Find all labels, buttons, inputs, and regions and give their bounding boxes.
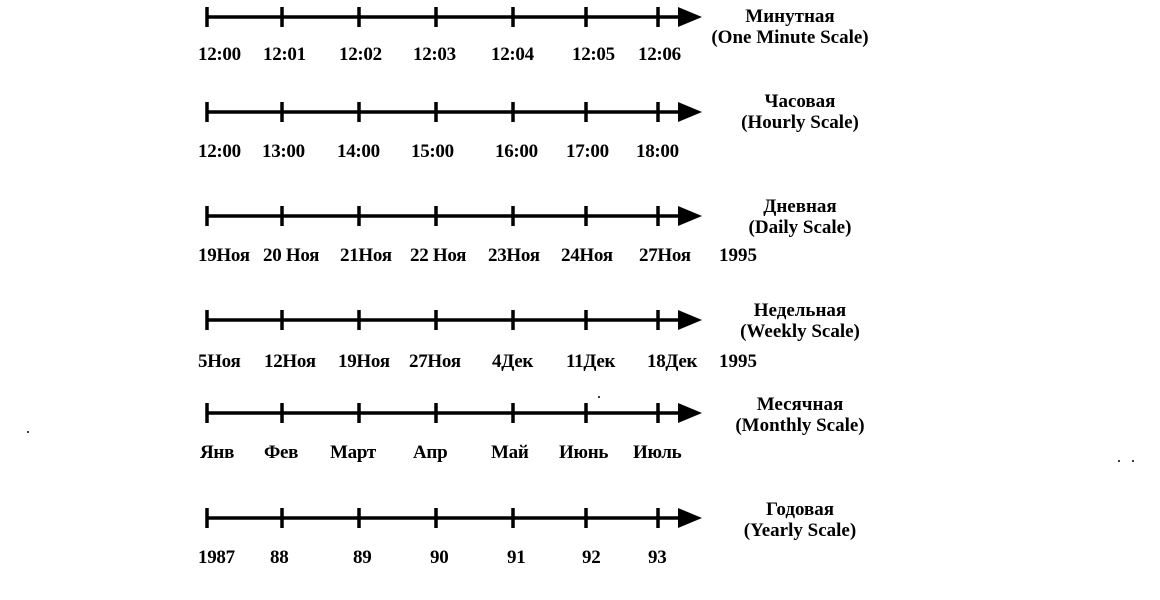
scale-title-english: (Monthly Scale) [735, 415, 865, 436]
tick-label: Фев [264, 442, 299, 463]
tick-label: Июль [633, 442, 682, 463]
tick-label: 23Ноя [488, 245, 540, 266]
scale-title: Минутная (One Minute Scale) [690, 6, 890, 48]
time-scale-row: 12:00 13:00 14:00 15:00 16:00 17:00 18:00 Часов… [0, 0, 1160, 161]
scan-speck [27, 431, 29, 433]
tick-label: 4Дек [492, 351, 533, 372]
time-scale-row: 12:00 12:01 12:02 12:03 12:04 12:05 12:06 Минут… [0, 0, 1160, 90]
scale-title: Месячная (Monthly Scale) [700, 394, 900, 436]
arrowhead-icon [678, 508, 702, 528]
tick-label: 90 [430, 547, 449, 568]
tick-label: 92 [582, 547, 601, 568]
tick-label: 19Ноя [338, 351, 390, 372]
scale-title: Недельная (Weekly Scale) [700, 300, 900, 342]
tick-label: 12Ноя [264, 351, 316, 372]
tick-label: 12:02 [339, 44, 382, 65]
tick-label: 17:00 [566, 141, 609, 162]
tick-label: 93 [648, 547, 667, 568]
scale-title-english: (Yearly Scale) [743, 520, 857, 541]
scale-title-english: (Hourly Scale) [741, 112, 859, 133]
tick-label: 12:00 [198, 44, 241, 65]
arrowhead-icon [678, 102, 702, 122]
time-scale-row: 1987 88 89 90 91 92 93 Годовая (Yearly Scale) [0, 0, 1160, 567]
scale-title-russian: Дневная [763, 196, 837, 217]
tick-label: Март [330, 442, 376, 463]
tick-label: 1987 [198, 547, 235, 568]
tick-label: 88 [270, 547, 289, 568]
tick-label: 27Ноя [639, 245, 691, 266]
scale-title-russian: Недельная [753, 300, 847, 321]
arrowhead-icon [678, 7, 702, 27]
scale-title-russian: Месячная [756, 394, 844, 415]
scale-title-english: (Daily Scale) [748, 217, 852, 238]
tick-label: 11Дек [566, 351, 616, 372]
scale-title-english: (One Minute Scale) [711, 27, 869, 48]
tick-label: 91 [507, 547, 526, 568]
year-label: 1995 [719, 351, 757, 372]
time-scale-row: 5Ноя 12Ноя 19Ноя 27Ноя 4Дек 11Дек 18Дек 1995 Нед… [0, 0, 1160, 371]
tick-label: 19Ноя [198, 245, 250, 266]
tick-label: 20 Ноя [263, 245, 320, 266]
scan-speck [1132, 460, 1134, 462]
year-label: 1995 [719, 245, 757, 266]
scan-speck [1118, 460, 1120, 462]
tick-label: Апр [413, 442, 448, 463]
tick-label: Июнь [559, 442, 609, 463]
tick-label: 12:05 [572, 44, 615, 65]
tick-label: 89 [353, 547, 372, 568]
tick-label: 5Ноя [198, 351, 241, 372]
tick-label: 22 Ноя [410, 245, 467, 266]
tick-label: 16:00 [495, 141, 538, 162]
tick-label: 15:00 [411, 141, 454, 162]
scale-title-english: (Weekly Scale) [740, 321, 860, 342]
scale-title-russian: Годовая [765, 499, 835, 520]
scale-title-russian: Минутная [745, 6, 835, 27]
time-scale-row: Янв Фев Март Апр Май Июнь Июль Месячная (Monthly… [0, 0, 1160, 462]
tick-label: 18:00 [636, 141, 679, 162]
tick-label: 18Дек [647, 351, 698, 372]
tick-label: 12:06 [638, 44, 681, 65]
tick-label: 13:00 [262, 141, 305, 162]
arrowhead-icon [678, 403, 702, 423]
tick-label: Янв [200, 442, 235, 463]
tick-label: 21Ноя [340, 245, 392, 266]
tick-label: 24Ноя [561, 245, 613, 266]
scale-title-russian: Часовая [764, 91, 836, 112]
tick-label: 14:00 [337, 141, 380, 162]
arrowhead-icon [678, 310, 702, 330]
scan-speck [598, 396, 600, 398]
scale-title: Дневная (Daily Scale) [700, 196, 900, 238]
tick-label: Май [491, 442, 529, 463]
arrowhead-icon [678, 206, 702, 226]
tick-label: 12:03 [413, 44, 456, 65]
time-scale-row: 19Ноя 20 Ноя 21Ноя 22 Ноя 23Ноя 24Ноя 27Ноя 199… [0, 0, 1160, 265]
scale-title: Годовая (Yearly Scale) [700, 499, 900, 541]
tick-label: 12:00 [198, 141, 241, 162]
tick-label: 12:01 [263, 44, 306, 65]
tick-label: 12:04 [491, 44, 534, 65]
tick-label: 27Ноя [409, 351, 461, 372]
scale-title: Часовая (Hourly Scale) [700, 91, 900, 133]
